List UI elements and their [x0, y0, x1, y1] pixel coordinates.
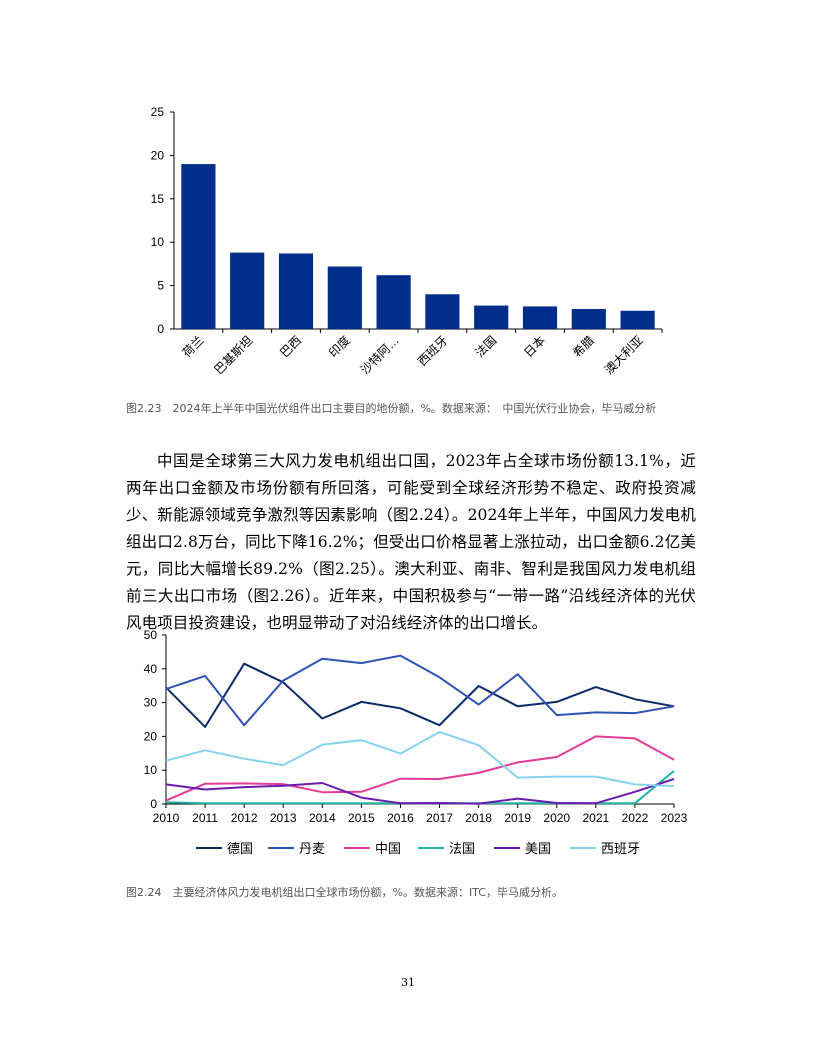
export-destination-bar-chart: 0 5 10 15 20 25 荷兰 巴基斯坦 巴西 印度 沙特阿… 西班牙 法国 日本 希腊 澳大利亚 — [151, 105, 663, 378]
x-tick-label: 2021 — [582, 811, 609, 825]
page-number: 31 — [401, 976, 415, 989]
x-tick-label: 日本 — [521, 333, 548, 360]
x-tick-label: 印度 — [325, 333, 353, 361]
series-line — [165, 735, 675, 802]
x-tick-label: 2016 — [387, 811, 414, 825]
bar — [620, 310, 655, 329]
x-tick-label: 2019 — [504, 811, 531, 825]
legend-label: 中国 — [375, 842, 401, 857]
x-tick-label: 巴基斯坦 — [211, 333, 255, 377]
y-tick-label: 15 — [151, 192, 165, 206]
y-tick-label: 10 — [151, 235, 165, 249]
bar — [278, 253, 314, 329]
y-tick-label: 5 — [157, 279, 164, 293]
x-tick-label: 2020 — [543, 811, 570, 825]
y-tick-label: 20 — [151, 148, 165, 162]
y-tick-label: 25 — [151, 105, 165, 119]
y-tick-label: 30 — [144, 696, 158, 710]
y-tick-label: 0 — [150, 797, 157, 811]
x-tick-label: 2011 — [192, 811, 218, 825]
x-tick-label: 2018 — [465, 811, 492, 825]
x-tick-label: 2015 — [348, 811, 375, 825]
x-tick-label: 法国 — [472, 333, 499, 360]
y-tick-label: 20 — [144, 729, 158, 743]
y-tick-label: 10 — [144, 763, 158, 777]
y-tick-label: 0 — [157, 322, 164, 336]
bar — [474, 305, 509, 329]
series-line — [165, 778, 675, 805]
x-tick-label: 沙特阿… — [357, 333, 402, 378]
legend-label: 西班牙 — [601, 842, 640, 857]
x-tick-label: 希腊 — [569, 333, 597, 361]
legend-label: 德国 — [227, 842, 253, 857]
legend-label: 丹麦 — [299, 842, 325, 857]
x-tick-label: 2014 — [309, 811, 336, 825]
body-paragraph: 中国是全球第三大风力发电机组出口国，2023年占全球市场份额13.1%，近两年出… — [126, 452, 696, 632]
bar — [571, 309, 606, 329]
wind-turbine-market-share-line-chart: 0 10 20 30 40 50 2010 2011 2012 2013 2014 2015 2016 2… — [144, 628, 688, 857]
y-tick-label: 40 — [144, 662, 158, 676]
x-tick-label: 巴西 — [277, 333, 304, 360]
series-line — [165, 654, 675, 727]
x-tick-label: 2017 — [426, 811, 453, 825]
bar — [230, 252, 265, 329]
bar — [181, 164, 216, 329]
x-tick-label: 2010 — [153, 811, 180, 825]
x-tick-label: 澳大利亚 — [602, 333, 646, 377]
x-tick-label: 西班牙 — [415, 333, 450, 368]
bar — [327, 266, 362, 329]
bar — [425, 294, 460, 329]
y-tick-label: 50 — [144, 628, 158, 642]
bar — [376, 275, 411, 329]
figure-2-23-caption: 图2.23 2024年上半年中国光伏组件出口主要目的地份额，%。数据来源： 中国… — [126, 402, 657, 415]
legend-label: 美国 — [525, 842, 551, 857]
x-tick-label: 2023 — [661, 811, 688, 825]
x-tick-label: 2013 — [270, 811, 297, 825]
x-tick-label: 2022 — [622, 811, 649, 825]
bar — [522, 306, 558, 329]
x-tick-label: 荷兰 — [180, 333, 207, 360]
series-line — [165, 662, 675, 728]
x-tick-label: 2012 — [231, 811, 258, 825]
series-line — [165, 731, 675, 788]
legend-label: 法国 — [449, 842, 475, 857]
figure-2-24-caption: 图2.24 主要经济体风力发电机组出口全球市场份额，%。数据来源：ITC，毕马威… — [126, 886, 563, 899]
